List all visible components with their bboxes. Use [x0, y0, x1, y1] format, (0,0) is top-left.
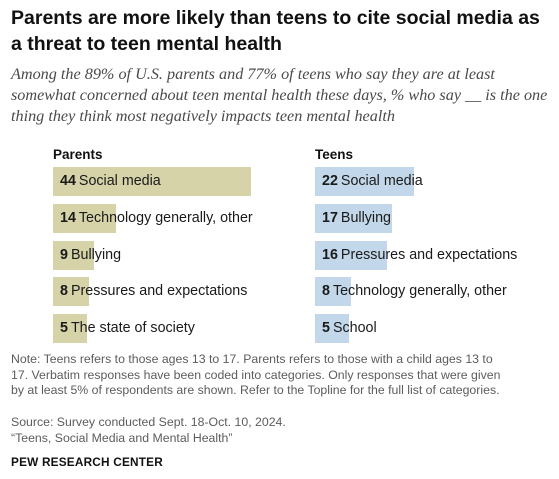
teens-bar-value: 17	[322, 209, 338, 226]
teens-bar-category: Social media	[340, 173, 423, 189]
teens-bar-category: School	[332, 320, 377, 337]
source-text: Source: Survey conducted Sept. 18-Oct. 1…	[11, 415, 286, 429]
note-line: 17. Verbatim responses have been coded i…	[11, 367, 501, 382]
parents-bar-row: 44 Social media	[53, 167, 283, 196]
parents-bar-label: 5 The state of society	[60, 314, 195, 343]
teens-bar-label: 16 Pressures and expectations	[322, 241, 517, 270]
teens-bar-row: 22 Social media	[315, 167, 545, 196]
parents-bar	[53, 203, 116, 233]
parents-bar	[53, 277, 89, 307]
parents-panel-label: Parents	[53, 147, 103, 162]
parents-bar-value: 5	[60, 320, 68, 337]
parents-bar-category: Pressures and expectations	[70, 283, 248, 300]
parents-bar-value: 9	[60, 246, 68, 263]
parents-bar-value: 14	[60, 209, 76, 226]
parents-bar-label: 44 Social media	[60, 167, 161, 196]
parents-bar-category: Social media	[78, 173, 161, 189]
brand-logo-text: PEW RESEARCH CENTER	[11, 455, 163, 469]
parents-bar-category: The state of society	[70, 320, 195, 337]
teens-bar-label: 22 Social media	[322, 167, 423, 196]
note-line: by at least 5% of respondents are shown.…	[11, 383, 500, 398]
chart-note: Note: Teens refers to those ages 13 to 1…	[11, 352, 556, 399]
teens-bar-label: 8 Technology generally, other	[322, 277, 507, 306]
report-title: “Teens, Social Media and Mental Health”	[11, 431, 233, 445]
teens-bar-row: 8 Technology generally, other	[315, 277, 545, 307]
parents-bar-row: 9 Bullying	[53, 240, 283, 270]
teens-bar-chart: 22 Social media 17 Bullying 16 Pressures and …	[315, 167, 545, 351]
chart-subtitle: Among the 89% of U.S. parents and 77% of…	[11, 65, 548, 125]
parents-bar-row: 14 Technology generally, other	[53, 203, 283, 233]
parents-bar-row: 8 Pressures and expectations	[53, 277, 283, 307]
teens-bar	[315, 314, 349, 344]
parents-bar-label: 9 Bullying	[60, 241, 121, 270]
teens-bar	[315, 203, 392, 233]
teens-bar	[315, 277, 351, 307]
teens-bar-value: 22	[322, 173, 338, 189]
teens-bar-label: 17 Bullying	[322, 204, 391, 233]
parents-bar-value: 44	[60, 173, 76, 189]
teens-bar-row: 17 Bullying	[315, 203, 545, 233]
teens-bar	[315, 240, 387, 270]
chart-title: Parents are more likely than teens to ci…	[11, 7, 540, 55]
teens-bar-value: 5	[322, 320, 330, 337]
parents-bar-category: Bullying	[70, 246, 122, 263]
teens-bar-row: 16 Pressures and expectations	[315, 240, 545, 270]
parents-bar-label: 14 Technology generally, other	[60, 204, 253, 233]
teens-bar-value: 16	[322, 246, 338, 263]
teens-panel-label: Teens	[315, 147, 354, 162]
parents-bar	[53, 314, 87, 344]
teens-bar-category: Technology generally, other	[332, 283, 507, 300]
parents-bar-category: Technology generally, other	[78, 209, 253, 226]
parents-bar-row: 5 The state of society	[53, 314, 283, 344]
parents-bar-chart: 44 Social media 14 Technology generally, ot…	[53, 167, 283, 351]
note-line: Note: Teens refers to those ages 13 to 1…	[11, 352, 493, 366]
teens-bar-category: Pressures and expectations	[340, 246, 518, 263]
teens-bar-label: 5 School	[322, 314, 377, 343]
teens-bar	[315, 167, 414, 196]
parents-bar	[53, 240, 94, 270]
parents-bar	[53, 167, 251, 196]
teens-bar-value: 8	[322, 283, 330, 300]
parents-bar-label: 8 Pressures and expectations	[60, 277, 247, 306]
teens-bar-category: Bullying	[340, 209, 391, 226]
parents-bar-value: 8	[60, 283, 68, 300]
teens-bar-row: 5 School	[315, 314, 545, 344]
